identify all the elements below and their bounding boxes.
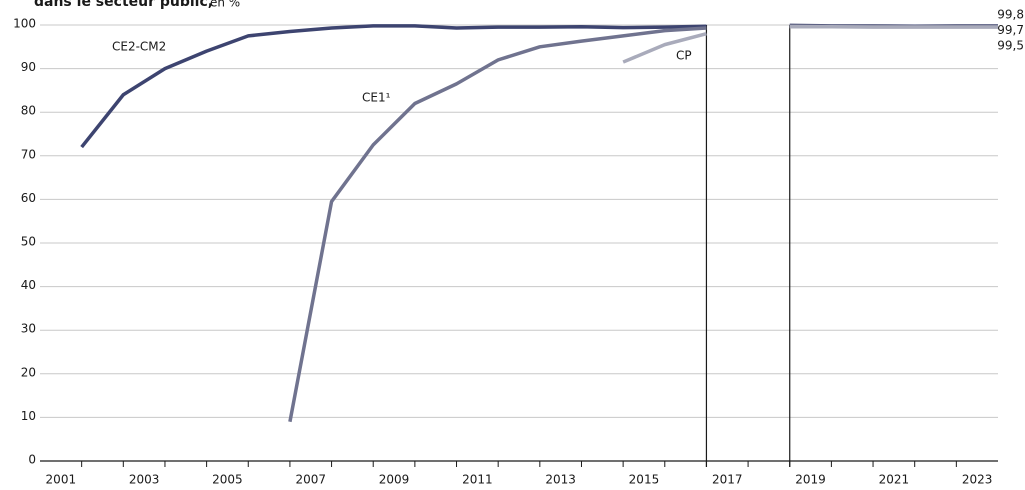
x-tick-label: 2019 [795,473,826,487]
y-tick-label: 20 [21,365,36,379]
series-label: CP [676,49,692,63]
x-tick-label: 2015 [629,473,660,487]
series-line [622,24,998,64]
x-tick-label: 2017 [712,473,743,487]
x-tick-label: 2003 [129,473,160,487]
y-tick-label: 10 [21,409,36,423]
end-value-label: 99,5 [997,39,1024,53]
x-tick-label: 2023 [962,473,993,487]
x-tick-label: 2007 [295,473,326,487]
series-line [80,23,998,149]
end-value-label: 99,8 [997,8,1024,22]
y-tick-label: 0 [28,453,36,467]
x-tick-label: 2021 [879,473,910,487]
y-tick-label: 60 [21,191,36,205]
y-tick-label: 90 [21,60,36,74]
y-tick-label: 100 [13,17,36,31]
x-tick-label: 2013 [545,473,576,487]
x-tick-label: 2011 [462,473,493,487]
series-label: CE1¹ [362,91,391,105]
x-tick-label: 2005 [212,473,243,487]
y-tick-label: 30 [21,322,36,336]
end-value-label: 99,7 [997,23,1024,37]
x-tick-label: 2001 [46,473,77,487]
y-tick-label: 50 [21,235,36,249]
y-tick-label: 80 [21,104,36,118]
x-tick-label: 2009 [379,473,410,487]
series-line [288,24,998,423]
y-tick-label: 70 [21,147,36,161]
chart-unit: en % [210,0,240,10]
chart-title: dans le secteur public, [34,0,213,10]
y-tick-label: 40 [21,278,36,292]
series-label: CE2-CM2 [112,40,166,54]
